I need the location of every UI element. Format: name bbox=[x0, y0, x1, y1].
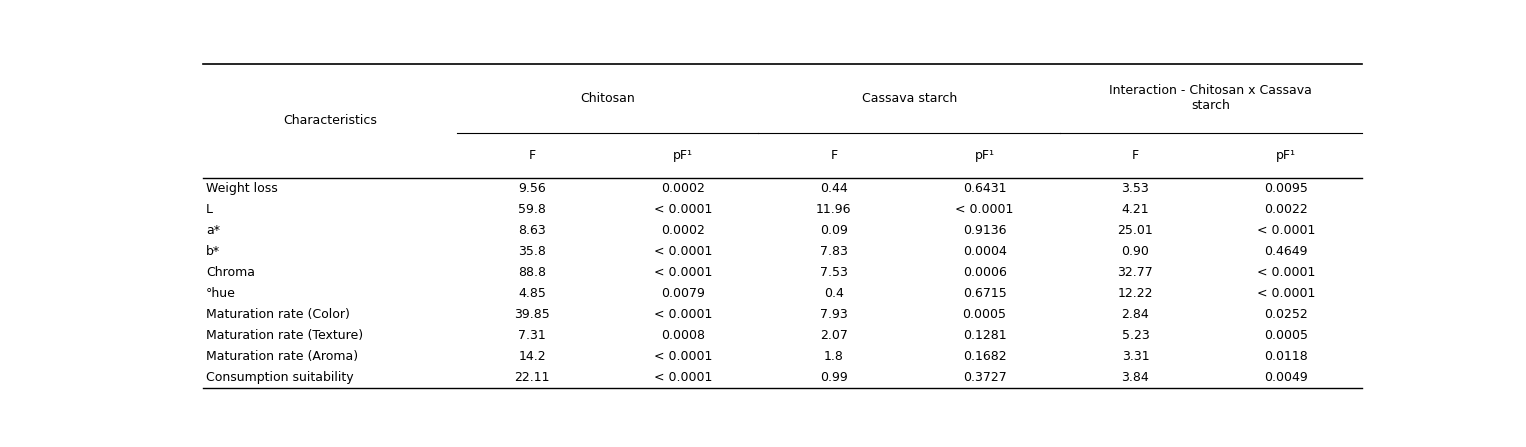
Text: pF¹: pF¹ bbox=[673, 149, 693, 162]
Text: 0.99: 0.99 bbox=[819, 371, 847, 384]
Text: 0.90: 0.90 bbox=[1122, 245, 1149, 257]
Text: °hue: °hue bbox=[206, 287, 237, 299]
Text: Interaction - Chitosan x Cassava
starch: Interaction - Chitosan x Cassava starch bbox=[1109, 84, 1312, 112]
Text: 59.8: 59.8 bbox=[519, 202, 546, 215]
Text: 3.31: 3.31 bbox=[1122, 350, 1149, 363]
Text: Consumption suitability: Consumption suitability bbox=[206, 371, 354, 384]
Text: 0.0095: 0.0095 bbox=[1264, 181, 1308, 194]
Text: 0.09: 0.09 bbox=[819, 224, 848, 236]
Text: < 0.0001: < 0.0001 bbox=[653, 202, 713, 215]
Text: 7.83: 7.83 bbox=[819, 245, 848, 257]
Text: F: F bbox=[830, 149, 838, 162]
Text: < 0.0001: < 0.0001 bbox=[653, 266, 713, 278]
Text: 7.93: 7.93 bbox=[819, 308, 847, 320]
Text: Chitosan: Chitosan bbox=[580, 92, 635, 105]
Text: 8.63: 8.63 bbox=[519, 224, 546, 236]
Text: Maturation rate (Texture): Maturation rate (Texture) bbox=[206, 329, 363, 342]
Text: < 0.0001: < 0.0001 bbox=[653, 245, 713, 257]
Text: F: F bbox=[1132, 149, 1138, 162]
Text: 0.1682: 0.1682 bbox=[963, 350, 1007, 363]
Text: 88.8: 88.8 bbox=[519, 266, 546, 278]
Text: 2.84: 2.84 bbox=[1122, 308, 1149, 320]
Text: 0.0252: 0.0252 bbox=[1265, 308, 1308, 320]
Text: < 0.0001: < 0.0001 bbox=[1257, 266, 1315, 278]
Text: 4.21: 4.21 bbox=[1122, 202, 1149, 215]
Text: pF¹: pF¹ bbox=[975, 149, 995, 162]
Text: Chroma: Chroma bbox=[206, 266, 255, 278]
Text: Maturation rate (Color): Maturation rate (Color) bbox=[206, 308, 349, 320]
Text: 0.0004: 0.0004 bbox=[963, 245, 1007, 257]
Text: 0.0022: 0.0022 bbox=[1265, 202, 1308, 215]
Text: < 0.0001: < 0.0001 bbox=[1257, 224, 1315, 236]
Text: 0.0005: 0.0005 bbox=[963, 308, 1007, 320]
Text: 0.3727: 0.3727 bbox=[963, 371, 1007, 384]
Text: 25.01: 25.01 bbox=[1117, 224, 1154, 236]
Text: pF¹: pF¹ bbox=[1276, 149, 1296, 162]
Text: L: L bbox=[206, 202, 214, 215]
Text: 0.0008: 0.0008 bbox=[661, 329, 705, 342]
Text: 7.53: 7.53 bbox=[819, 266, 848, 278]
Text: 0.6431: 0.6431 bbox=[963, 181, 1006, 194]
Text: 0.0049: 0.0049 bbox=[1265, 371, 1308, 384]
Text: 0.44: 0.44 bbox=[819, 181, 847, 194]
Text: 1.8: 1.8 bbox=[824, 350, 844, 363]
Text: a*: a* bbox=[206, 224, 220, 236]
Text: 14.2: 14.2 bbox=[519, 350, 546, 363]
Text: < 0.0001: < 0.0001 bbox=[955, 202, 1013, 215]
Text: 11.96: 11.96 bbox=[816, 202, 852, 215]
Text: < 0.0001: < 0.0001 bbox=[653, 308, 713, 320]
Text: 0.4649: 0.4649 bbox=[1265, 245, 1308, 257]
Text: 0.0002: 0.0002 bbox=[661, 181, 705, 194]
Text: 0.0002: 0.0002 bbox=[661, 224, 705, 236]
Text: 9.56: 9.56 bbox=[519, 181, 546, 194]
Text: 3.53: 3.53 bbox=[1122, 181, 1149, 194]
Text: 32.77: 32.77 bbox=[1117, 266, 1154, 278]
Text: 5.23: 5.23 bbox=[1122, 329, 1149, 342]
Text: F: F bbox=[528, 149, 536, 162]
Text: Cassava starch: Cassava starch bbox=[862, 92, 957, 105]
Text: 0.0079: 0.0079 bbox=[661, 287, 705, 299]
Text: < 0.0001: < 0.0001 bbox=[653, 371, 713, 384]
Text: 39.85: 39.85 bbox=[514, 308, 549, 320]
Text: Characteristics: Characteristics bbox=[282, 114, 377, 127]
Text: 2.07: 2.07 bbox=[819, 329, 848, 342]
Text: 0.0118: 0.0118 bbox=[1265, 350, 1308, 363]
Text: 35.8: 35.8 bbox=[519, 245, 546, 257]
Text: < 0.0001: < 0.0001 bbox=[653, 350, 713, 363]
Text: 0.1281: 0.1281 bbox=[963, 329, 1007, 342]
Text: 0.4: 0.4 bbox=[824, 287, 844, 299]
Text: 3.84: 3.84 bbox=[1122, 371, 1149, 384]
Text: 22.11: 22.11 bbox=[514, 371, 549, 384]
Text: Weight loss: Weight loss bbox=[206, 181, 278, 194]
Text: Maturation rate (Aroma): Maturation rate (Aroma) bbox=[206, 350, 359, 363]
Text: 0.9136: 0.9136 bbox=[963, 224, 1006, 236]
Text: 0.6715: 0.6715 bbox=[963, 287, 1007, 299]
Text: 7.31: 7.31 bbox=[519, 329, 546, 342]
Text: 4.85: 4.85 bbox=[519, 287, 546, 299]
Text: 0.0006: 0.0006 bbox=[963, 266, 1007, 278]
Text: 12.22: 12.22 bbox=[1117, 287, 1154, 299]
Text: b*: b* bbox=[206, 245, 220, 257]
Text: 0.0005: 0.0005 bbox=[1264, 329, 1308, 342]
Text: < 0.0001: < 0.0001 bbox=[1257, 287, 1315, 299]
